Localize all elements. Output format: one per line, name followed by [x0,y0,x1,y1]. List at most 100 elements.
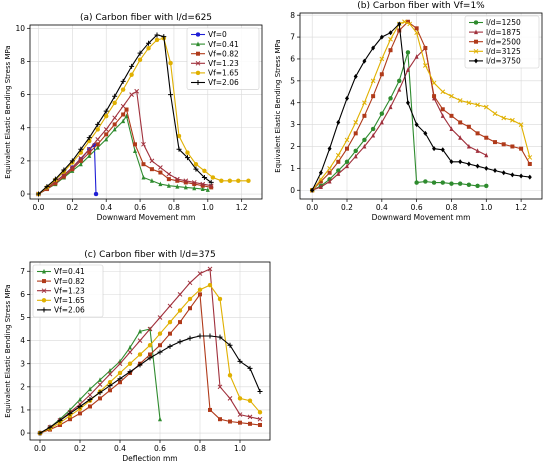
data-point [227,178,233,184]
plot-frame [29,24,263,200]
data-point [157,331,163,336]
data-point [236,178,241,184]
data-point [492,140,497,145]
x-tick-label: 0.4 [114,444,126,453]
data-point [120,103,126,109]
series-vf-0-41 [36,113,210,197]
x-tick-label: 1.2 [515,203,527,212]
data-point [166,183,171,188]
x-tick-label: 0.0 [306,203,318,212]
data-point [103,108,109,114]
y-tick-label: 3 [20,359,25,368]
chart-title: (a) Carbon fiber with l/d=625 [80,13,212,23]
legend-marker [196,41,200,47]
data-point [61,174,66,179]
series-vf-2-06 [37,333,263,436]
data-point [379,56,385,62]
data-point [197,271,203,276]
data-point [78,411,82,416]
data-point [192,182,197,187]
data-point [97,382,103,387]
x-tick-label: 0.2 [341,203,353,212]
data-point [414,54,419,59]
data-point [68,417,72,422]
data-point [402,19,407,25]
y-tick-label: 2 [20,156,25,165]
legend-marker [474,29,478,35]
data-point [208,179,214,185]
data-point [176,146,182,152]
data-point [112,126,117,132]
series-group [309,19,533,193]
data-point [93,191,99,197]
data-point [431,180,437,185]
data-point [177,339,183,345]
y-tick-label: 3 [290,120,295,129]
data-point [208,183,214,189]
legend-marker [195,80,201,85]
data-point [397,28,402,33]
data-point [57,417,63,423]
data-point [67,410,73,416]
x-tick-label: 0.2 [66,203,78,212]
data-point [527,155,533,160]
data-point [124,107,129,112]
data-point [185,150,190,155]
data-point [187,296,193,302]
data-point [210,175,216,180]
data-point [388,36,393,42]
data-point [124,113,129,119]
series-group [37,266,263,436]
data-point [117,376,123,382]
y-tick-label: 7 [290,33,295,42]
data-point [335,152,341,158]
data-point [200,183,205,188]
data-point [388,96,393,101]
series-l-d-1250 [309,50,489,193]
data-point [414,180,419,185]
legend-entry: l/d=2500 [486,37,521,46]
data-point [132,148,137,153]
data-point [440,107,445,112]
x-tick-label: 0.2 [74,444,86,453]
data-point [137,57,143,63]
data-point [422,63,428,68]
x-tick-label: 0.6 [411,203,423,212]
data-point [77,403,83,409]
x-axis-label: Downward Movement mm [372,213,471,222]
data-point [484,152,489,158]
data-point [167,303,173,309]
series-vf-2-06 [35,32,214,197]
data-point [237,396,243,401]
data-point [457,181,463,186]
data-point [458,159,463,165]
y-tick-label: 0 [20,429,25,438]
data-point [149,158,155,164]
data-point [371,94,376,99]
legend-entry: Vf=1.65 [208,69,239,78]
legend-entry: Vf=2.06 [208,78,239,87]
data-point [192,185,197,191]
data-point [466,161,471,167]
data-point [510,172,515,178]
series-line [38,34,212,195]
data-point [95,142,100,147]
y-tick-label: 0 [20,190,25,199]
data-point [345,163,350,169]
data-point [336,171,341,176]
data-point [440,147,445,153]
data-point [103,127,109,132]
data-point [166,177,171,182]
data-point [168,92,174,98]
data-point [227,342,233,348]
y-axis-label: Equivalent Elastic Bending Stress MPa [274,39,282,172]
data-point [336,119,341,125]
data-point [87,392,93,398]
series-line [38,108,212,195]
x-tick-label: 0.4 [376,203,388,212]
y-tick-label: 10 [15,24,25,33]
data-point [134,88,140,94]
